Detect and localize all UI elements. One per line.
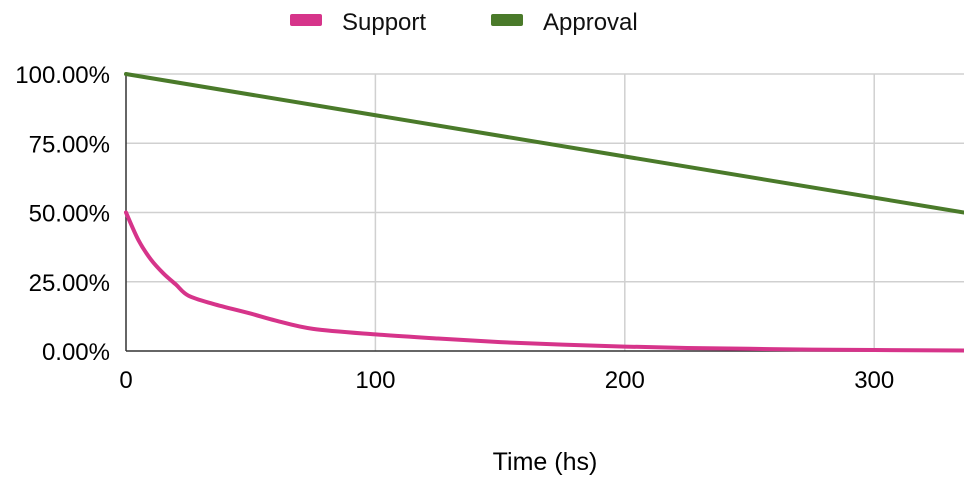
x-tick-label: 0 [119,367,132,394]
y-tick-label: 50.00% [29,201,110,228]
x-tick-label: 200 [605,367,645,394]
legend-label-support: Support [342,9,426,36]
y-tick-label: 0.00% [42,339,110,366]
series-line-approval [124,72,964,215]
series [124,72,964,353]
series-line-support [124,210,964,353]
x-tick-label: 100 [355,367,395,394]
y-tick-label: 100.00% [15,62,110,89]
x-tick-label: 300 [854,367,894,394]
grid [126,73,964,351]
tick-labels: 0.00% 25.00% 50.00% 75.00% 100.00% 0 100 200 300 [15,62,894,394]
legend: Support Approval [290,9,638,36]
legend-swatch-approval [491,14,523,26]
y-tick-label: 75.00% [29,131,110,158]
legend-label-approval: Approval [543,9,638,36]
y-tick-label: 25.00% [29,270,110,297]
legend-swatch-support [290,14,322,26]
x-axis-title: Time (hs) [493,448,598,476]
